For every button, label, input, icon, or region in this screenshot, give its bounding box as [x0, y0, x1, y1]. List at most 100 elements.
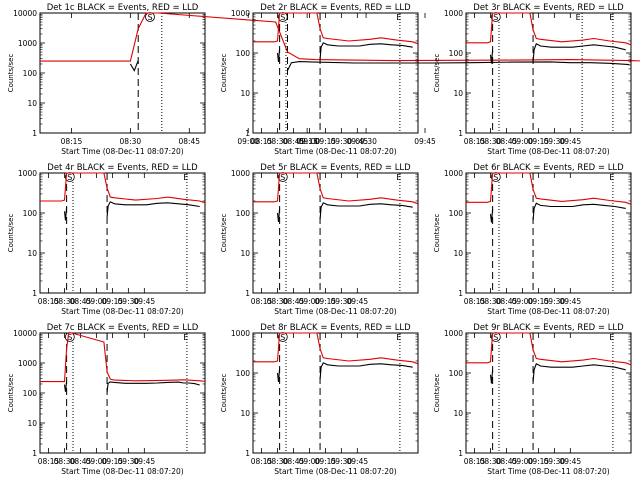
x-tick-label: 09:30 [544, 297, 566, 306]
detector-panel-6: Det 6r BLACK = Events, RED = LLD 1 10 100 10… [433, 163, 632, 316]
x-tick-label: 08:45 [283, 137, 305, 146]
y-tick-label: 1 [458, 289, 463, 298]
x-tick-label: 08:15 [464, 297, 486, 306]
panel-title: Det 2r BLACK = Events, RED = LLD [260, 3, 411, 13]
y-tick-label: 100 [236, 209, 251, 218]
x-tick-label: 09:00 [299, 137, 321, 146]
annotation-e: E [183, 173, 188, 182]
annotation-s: S [147, 13, 152, 22]
x-tick-label: 09:45 [347, 137, 369, 146]
x-tick-label: 09:15 [315, 137, 337, 146]
annotation-e: E [609, 13, 614, 22]
x-tick-label: 08:30 [480, 137, 502, 146]
events-series-line [489, 369, 494, 384]
y-tick-label: 1 [245, 289, 250, 298]
x-tick-label: 09:15 [296, 137, 318, 146]
panel-title: Det 6r BLACK = Events, RED = LLD [473, 163, 624, 173]
annotation-s: S [67, 173, 72, 182]
lld-series-line [40, 172, 206, 204]
annotation-s: S [280, 13, 285, 22]
y-tick-label: 10000 [13, 329, 37, 338]
y-axis-label: Counts/sec [7, 54, 15, 93]
detector-panel-2: Det 2r BLACK = Events, RED = LLD 1 10 100 10… [220, 3, 419, 156]
events-series-line [63, 381, 68, 392]
plot-frame [252, 172, 419, 294]
y-tick-label: 1000 [18, 359, 37, 368]
lld-series-line [253, 332, 419, 365]
x-tick-label: 08:30 [54, 297, 76, 306]
x-tick-label: 09:30 [331, 457, 353, 466]
x-axis-label: Start Time (08-Dec-11 08:07:20) [487, 307, 609, 316]
x-tick-label: 08:30 [267, 457, 289, 466]
events-series-line [106, 381, 200, 392]
events-series-line [129, 60, 139, 72]
y-axis-label: Counts/sec [433, 214, 441, 253]
panel-title: Det 1c BLACK = Events, RED = LLD [47, 3, 199, 13]
x-tick-label: 09:45 [134, 457, 156, 466]
y-tick-label: 1000 [18, 169, 37, 178]
events-series-line [532, 43, 626, 62]
plot-frame [465, 172, 632, 294]
x-tick-label: 09:15 [315, 457, 337, 466]
detector-panel-3: Det 3r BLACK = Events, RED = LLD 1 10 100 10… [433, 3, 632, 156]
x-tick-label: 09:45 [560, 457, 582, 466]
annotation-e: E [609, 333, 614, 342]
panel-title: Det 9r BLACK = Events, RED = LLD [473, 323, 624, 333]
y-tick-label: 100 [23, 209, 38, 218]
lld-series-line [253, 172, 419, 205]
y-tick-label: 1000 [444, 329, 463, 338]
y-tick-label: 100 [236, 369, 251, 378]
annotation-s: S [280, 173, 285, 182]
x-tick-label: 09:45 [414, 137, 436, 146]
y-axis-label: Counts/sec [220, 214, 228, 253]
annotation-e: E [396, 333, 401, 342]
y-tick-label: 1 [32, 289, 37, 298]
x-tick-label: 08:45 [283, 297, 305, 306]
x-tick-label: 09:15 [528, 137, 550, 146]
y-tick-label: 1000 [231, 329, 250, 338]
x-tick-label: 08:15 [464, 137, 486, 146]
x-axis-label: Start Time (08-Dec-11 08:07:20) [61, 467, 183, 476]
annotation-e: E [183, 333, 188, 342]
detector-panel-5: Det 5r BLACK = Events, RED = LLD 1 10 100 10… [220, 163, 419, 316]
lld-series-line [253, 12, 419, 45]
panel-title: Det 3r BLACK = Events, RED = LLD [473, 3, 624, 13]
events-series-line [532, 363, 626, 382]
y-axis-label: Counts/sec [433, 374, 441, 413]
x-tick-label: 08:30 [120, 137, 142, 146]
detector-panel-7: Det 7c BLACK = Events, RED = LLD 1 10 100 10… [7, 323, 206, 476]
plot-frame [252, 12, 419, 134]
y-tick-label: 10 [27, 99, 37, 108]
x-tick-label: 08:15 [251, 297, 273, 306]
x-tick-label: 08:30 [267, 297, 289, 306]
y-axis-label: Counts/sec [433, 54, 441, 93]
x-tick-label: 09:45 [134, 297, 156, 306]
annotation-s: S [67, 333, 72, 342]
x-tick-label: 09:30 [118, 457, 140, 466]
lld-series-line [40, 12, 640, 62]
x-axis-label: Start Time (08-Dec-11 08:07:20) [487, 467, 609, 476]
plot-frame [39, 12, 206, 134]
x-tick-label: 09:00 [86, 457, 108, 466]
events-series-line [489, 209, 494, 223]
annotation-s: S [493, 173, 498, 182]
y-tick-label: 1000 [231, 169, 250, 178]
x-tick-label: 08:45 [70, 297, 92, 306]
x-tick-label: 09:00 [512, 297, 534, 306]
x-tick-label: 08:15 [61, 137, 83, 146]
x-tick-label: 08:45 [283, 457, 305, 466]
x-tick-label: 09:00 [237, 137, 259, 146]
y-tick-label: 100 [449, 369, 464, 378]
lld-series-line [466, 172, 632, 205]
y-tick-label: 100 [236, 49, 251, 58]
events-series-line [276, 208, 281, 222]
events-series-line [63, 207, 68, 221]
y-tick-label: 100 [23, 389, 38, 398]
y-tick-label: 1000 [18, 39, 37, 48]
plot-frame [252, 332, 419, 454]
x-tick-label: 09:45 [347, 297, 369, 306]
x-tick-label: 08:15 [464, 457, 486, 466]
y-tick-label: 100 [449, 209, 464, 218]
x-tick-label: 09:15 [528, 457, 550, 466]
lld-series-line [466, 332, 632, 366]
